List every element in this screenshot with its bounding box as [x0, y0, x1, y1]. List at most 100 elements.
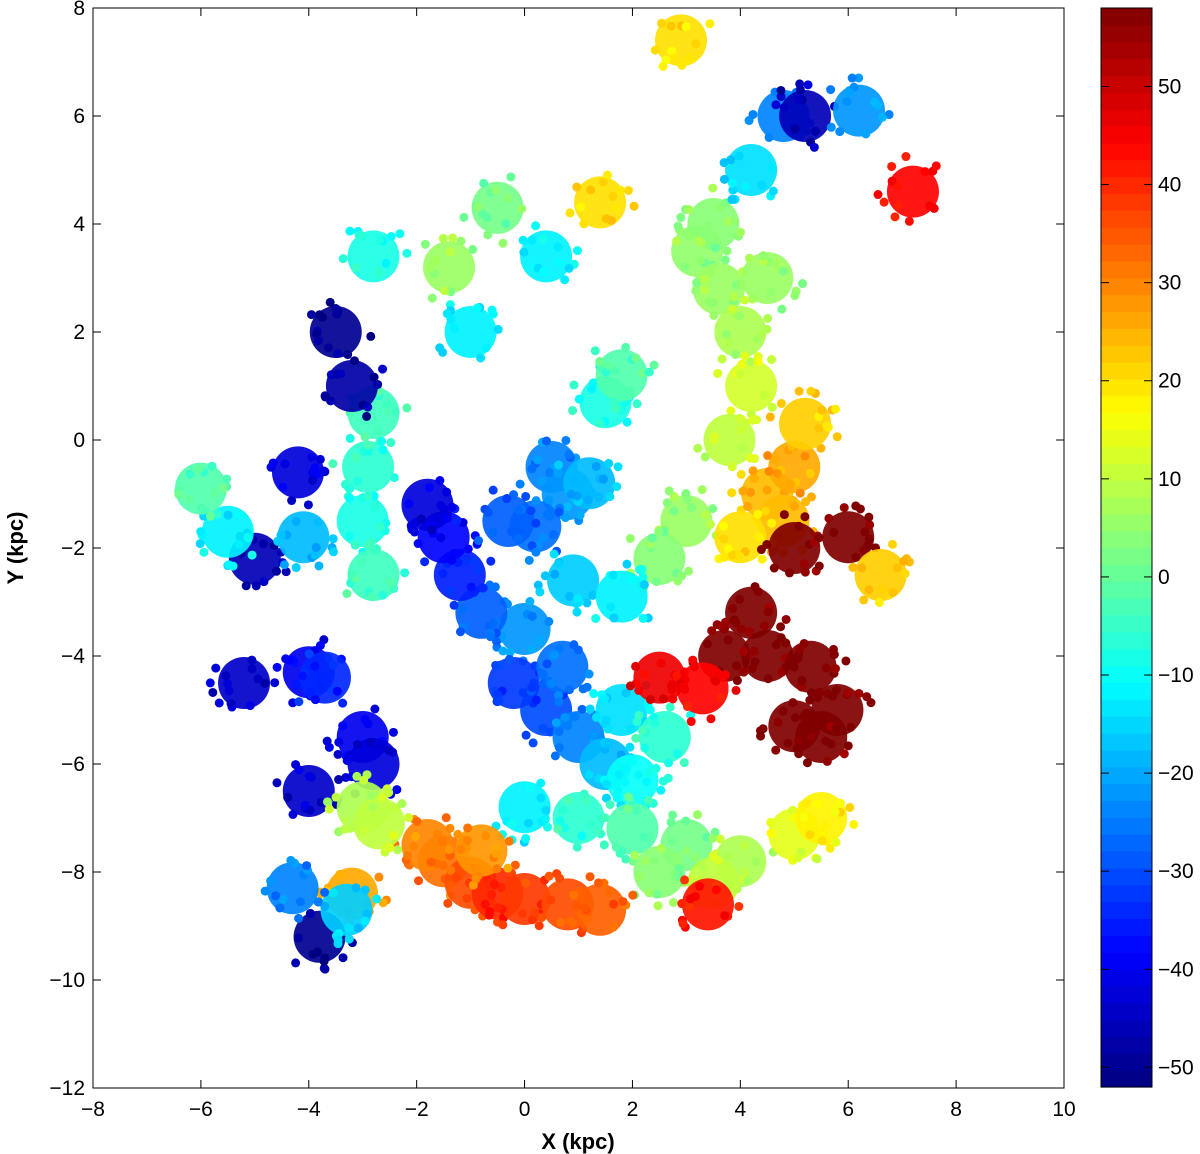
data-dot [801, 798, 811, 808]
colorbar-swatch [1101, 75, 1152, 93]
data-dot [270, 678, 280, 688]
data-dot [643, 795, 653, 805]
data-dot [854, 688, 864, 698]
data-dot [545, 468, 555, 478]
colorbar-swatch [1101, 41, 1152, 60]
colorbar-swatch [1101, 901, 1152, 920]
data-dot [470, 556, 480, 566]
x-tick-label: 4 [734, 1098, 746, 1121]
colorbar-swatch [1101, 614, 1152, 633]
data-dot [456, 236, 466, 246]
data-dot [750, 657, 760, 667]
data-dot [491, 849, 501, 859]
data-dot [771, 259, 781, 269]
data-dot [271, 891, 281, 901]
data-dot [598, 177, 608, 187]
data-dot [447, 555, 457, 565]
data-dot [281, 567, 291, 577]
data-dot [710, 243, 720, 253]
data-dot [319, 956, 329, 966]
data-dot [864, 585, 874, 595]
data-dot [702, 639, 712, 649]
data-dot [693, 443, 703, 453]
data-dot [420, 557, 430, 567]
data-dot [488, 618, 498, 628]
data-dot [628, 890, 638, 900]
data-dot [727, 195, 737, 205]
data-dot [558, 805, 568, 815]
data-dot [736, 425, 746, 435]
region-west-cyan-arm [328, 385, 412, 602]
data-dot [618, 897, 628, 907]
data-dot [370, 500, 380, 510]
data-dot [449, 600, 459, 610]
colorbar-swatch [1101, 884, 1152, 903]
data-dot [739, 866, 749, 876]
data-dot [336, 369, 346, 379]
y-tick-label: −2 [61, 537, 85, 560]
data-dot [847, 73, 857, 83]
data-dot [722, 246, 732, 256]
y-tick-label: −10 [49, 969, 85, 992]
data-dot [306, 310, 316, 320]
data-dot [373, 379, 383, 389]
data-dot [312, 329, 322, 339]
data-dot [565, 916, 575, 926]
data-dot [315, 454, 325, 464]
data-dot [572, 842, 582, 852]
data-dot [602, 170, 612, 180]
data-dot [637, 368, 647, 378]
data-dot [706, 714, 716, 724]
data-dot [435, 343, 445, 353]
data-dot [613, 462, 623, 472]
data-dot [363, 541, 373, 551]
data-dot [492, 864, 502, 874]
data-dot [305, 908, 315, 918]
data-dot [370, 704, 380, 714]
data-dot [388, 727, 398, 737]
data-dot [684, 902, 694, 912]
data-dot [779, 510, 789, 520]
data-dot [407, 524, 417, 534]
data-dot [869, 97, 879, 107]
data-dot [241, 581, 251, 591]
data-dot [573, 645, 583, 655]
data-dot [845, 802, 855, 812]
data-dot [205, 511, 215, 521]
data-dot [708, 183, 718, 193]
data-dot [334, 775, 344, 785]
data-dot [611, 842, 621, 852]
data-dot [594, 827, 604, 837]
data-dot [560, 275, 570, 285]
data-dot [798, 279, 808, 289]
data-dot [328, 547, 338, 557]
data-dot [830, 664, 840, 674]
data-dot [615, 185, 625, 195]
data-dot [503, 863, 513, 873]
data-dot [666, 817, 676, 827]
data-point [606, 802, 659, 855]
data-dot [799, 812, 809, 822]
data-dot [351, 263, 361, 273]
data-dot [736, 469, 746, 479]
data-dot [824, 513, 834, 523]
data-dot [473, 202, 483, 212]
data-dot [368, 802, 378, 812]
data-dot [568, 406, 578, 416]
data-point [482, 495, 535, 547]
data-dot [420, 239, 430, 249]
data-dot [604, 458, 614, 468]
data-dot [779, 102, 789, 112]
data-dot [737, 443, 747, 453]
data-dot [338, 953, 348, 963]
data-dot [788, 698, 798, 708]
data-dot [554, 559, 564, 569]
region-north-clumps [338, 14, 894, 429]
data-dot [487, 890, 497, 900]
data-dot [564, 591, 574, 601]
data-dot [279, 560, 289, 570]
data-dot [731, 618, 741, 628]
data-dot [502, 494, 512, 504]
data-dot [538, 234, 548, 244]
data-dot [769, 563, 779, 573]
